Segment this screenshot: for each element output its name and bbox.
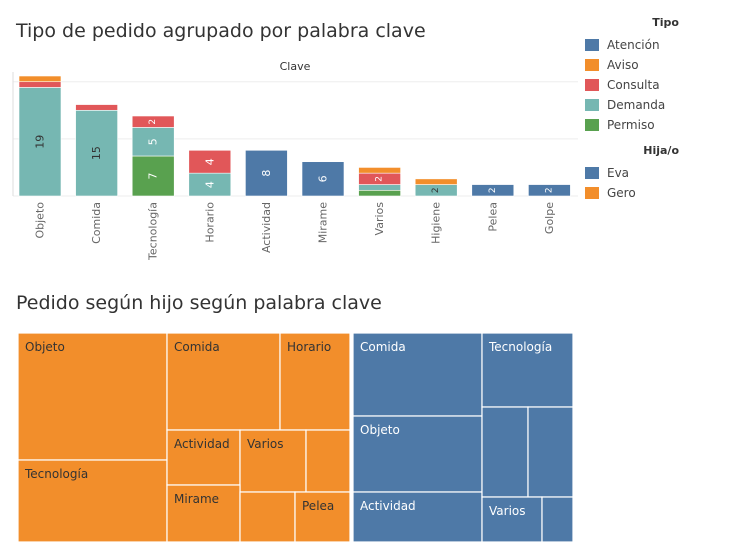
treemap-label: Objeto (25, 340, 65, 354)
treemap-label: Actividad (174, 437, 230, 451)
legend-swatch (585, 167, 599, 179)
x-tick-label: Horario (203, 202, 216, 243)
treemap-label: Comida (360, 340, 406, 354)
legend-tipo-item-aviso[interactable]: Aviso (585, 55, 679, 75)
treemap-label: Comida (174, 340, 220, 354)
legend-swatch (585, 59, 599, 71)
legend-label: Aviso (607, 58, 639, 72)
treemap-label: Pelea (302, 499, 334, 513)
data-label: 5 (147, 138, 160, 145)
x-tick-label: Mirame (317, 202, 330, 244)
treemap-cell-eva-actividad[interactable] (352, 491, 483, 543)
treemap-cell-gero-horario[interactable] (279, 332, 351, 431)
data-label: 2 (431, 187, 441, 193)
bar-segment-horario-consulta[interactable] (188, 149, 232, 174)
legend-swatch (585, 79, 599, 91)
legend-label: Gero (607, 186, 636, 200)
legend-swatch (585, 187, 599, 199)
legend-label: Eva (607, 166, 630, 180)
data-label: 4 (203, 181, 216, 188)
legend-tipo-item-consulta[interactable]: Consulta (585, 75, 679, 95)
bar-segment-tecnología-consulta[interactable] (131, 115, 175, 128)
treemap-cell-eva-comida[interactable] (352, 332, 483, 417)
bar-segment-objeto-consulta[interactable] (18, 81, 62, 88)
bar-segment-varios-aviso[interactable] (358, 167, 401, 174)
treemap-title: Pedido según hijo según palabra clave (16, 292, 382, 314)
data-label: 4 (203, 158, 216, 165)
treemap-label: Varios (247, 437, 284, 451)
bar-segment-objeto-aviso[interactable] (18, 75, 62, 83)
legend-hija-title: Hija/o (643, 144, 679, 157)
bar-segment-comida-consulta[interactable] (75, 104, 118, 111)
bar-segment-golpe-atención[interactable] (528, 184, 571, 197)
treemap-cell-gero-tecnología[interactable] (17, 459, 168, 543)
bar-segment-varios-permiso[interactable] (358, 189, 401, 197)
x-tick-label: Higiene (430, 202, 443, 244)
bar-segment-varios-demanda[interactable] (358, 184, 401, 191)
treemap-cell-gero-unlabeled[interactable] (305, 429, 351, 493)
x-tick-label: Tecnología (147, 202, 160, 261)
treemap-cell-gero-objeto[interactable] (17, 332, 168, 461)
bar-segment-actividad-atención[interactable] (245, 149, 288, 197)
treemap-cell-eva-unlabeled[interactable] (527, 406, 574, 498)
bar-segment-higiene-aviso[interactable] (414, 178, 458, 185)
bar-segment-mirame-atención[interactable] (301, 161, 345, 197)
legend-swatch (585, 39, 599, 51)
legend-label: Demanda (607, 98, 666, 112)
bar-segment-objeto-demanda[interactable] (18, 87, 62, 197)
legend-tipo: Tipo Atención Aviso Consulta Demanda Permiso (585, 16, 679, 135)
treemap-cell-eva-tecnología[interactable] (481, 332, 574, 408)
treemap-label: Varios (489, 504, 526, 518)
stacked-bar-chart: Clave 19 Objeto 15 Comida 7 5 2 Tecnología 4 4 Hora… (12, 60, 578, 261)
treemap-cell-eva-varios[interactable] (481, 496, 543, 543)
treemap-chart: Objeto Tecnología Comida Horario Actividad Va… (17, 332, 574, 543)
x-tick-label: Objeto (34, 202, 47, 239)
x-tick-label: Comida (90, 202, 103, 244)
legend-label: Atención (607, 38, 660, 52)
bar-segment-tecnología-permiso[interactable] (131, 155, 175, 197)
treemap-label: Tecnología (24, 467, 88, 481)
data-label: 8 (260, 170, 273, 177)
bar-segment-pelea-atención[interactable] (471, 184, 515, 197)
legend-tipo-item-atención[interactable]: Atención (585, 35, 679, 55)
x-tick-label: Actividad (260, 202, 273, 253)
legend-hija-item-eva[interactable]: Eva (585, 163, 679, 183)
treemap-label: Objeto (360, 423, 400, 437)
legend-swatch (585, 99, 599, 111)
treemap-label: Horario (287, 340, 331, 354)
bar-chart-title: Tipo de pedido agrupado por palabra clav… (16, 20, 426, 42)
data-label: 7 (147, 173, 160, 180)
treemap-label: Tecnología (488, 340, 552, 354)
data-label: 2 (148, 119, 158, 125)
data-label: 2 (544, 187, 554, 193)
x-tick-label: Golpe (543, 202, 556, 234)
treemap-cell-gero-mirame[interactable] (166, 484, 241, 543)
legend-hija-item-gero[interactable]: Gero (585, 183, 679, 203)
legend-label: Consulta (607, 78, 660, 92)
treemap-cell-gero-comida[interactable] (166, 332, 281, 431)
treemap-cell-gero-unlabeled[interactable] (239, 491, 296, 543)
legend-swatch (585, 119, 599, 131)
data-label: 6 (317, 175, 330, 182)
treemap-label: Mirame (174, 492, 219, 506)
legend-tipo-item-permiso[interactable]: Permiso (585, 115, 679, 135)
x-tick-label: Pelea (486, 202, 499, 232)
legend-label: Permiso (607, 118, 655, 132)
treemap-cell-eva-unlabeled[interactable] (481, 406, 529, 498)
treemap-cell-gero-actividad[interactable] (166, 429, 241, 486)
treemap-cell-gero-pelea[interactable] (294, 491, 351, 543)
bar-segment-tecnología-demanda[interactable] (131, 127, 175, 157)
legend-tipo-title: Tipo (652, 16, 679, 29)
data-label: 2 (375, 176, 385, 182)
treemap-cell-eva-unlabeled[interactable] (541, 496, 574, 543)
data-label: 15 (90, 146, 103, 160)
chart-header-clave: Clave (280, 60, 311, 73)
legend-tipo-item-demanda[interactable]: Demanda (585, 95, 679, 115)
bar-segment-comida-demanda[interactable] (75, 109, 118, 197)
treemap-label: Actividad (360, 499, 416, 513)
data-label: 2 (488, 187, 498, 193)
x-tick-label: Varios (373, 202, 386, 236)
data-label: 19 (34, 135, 47, 149)
legend-hija: Hija/o Eva Gero (585, 144, 679, 203)
